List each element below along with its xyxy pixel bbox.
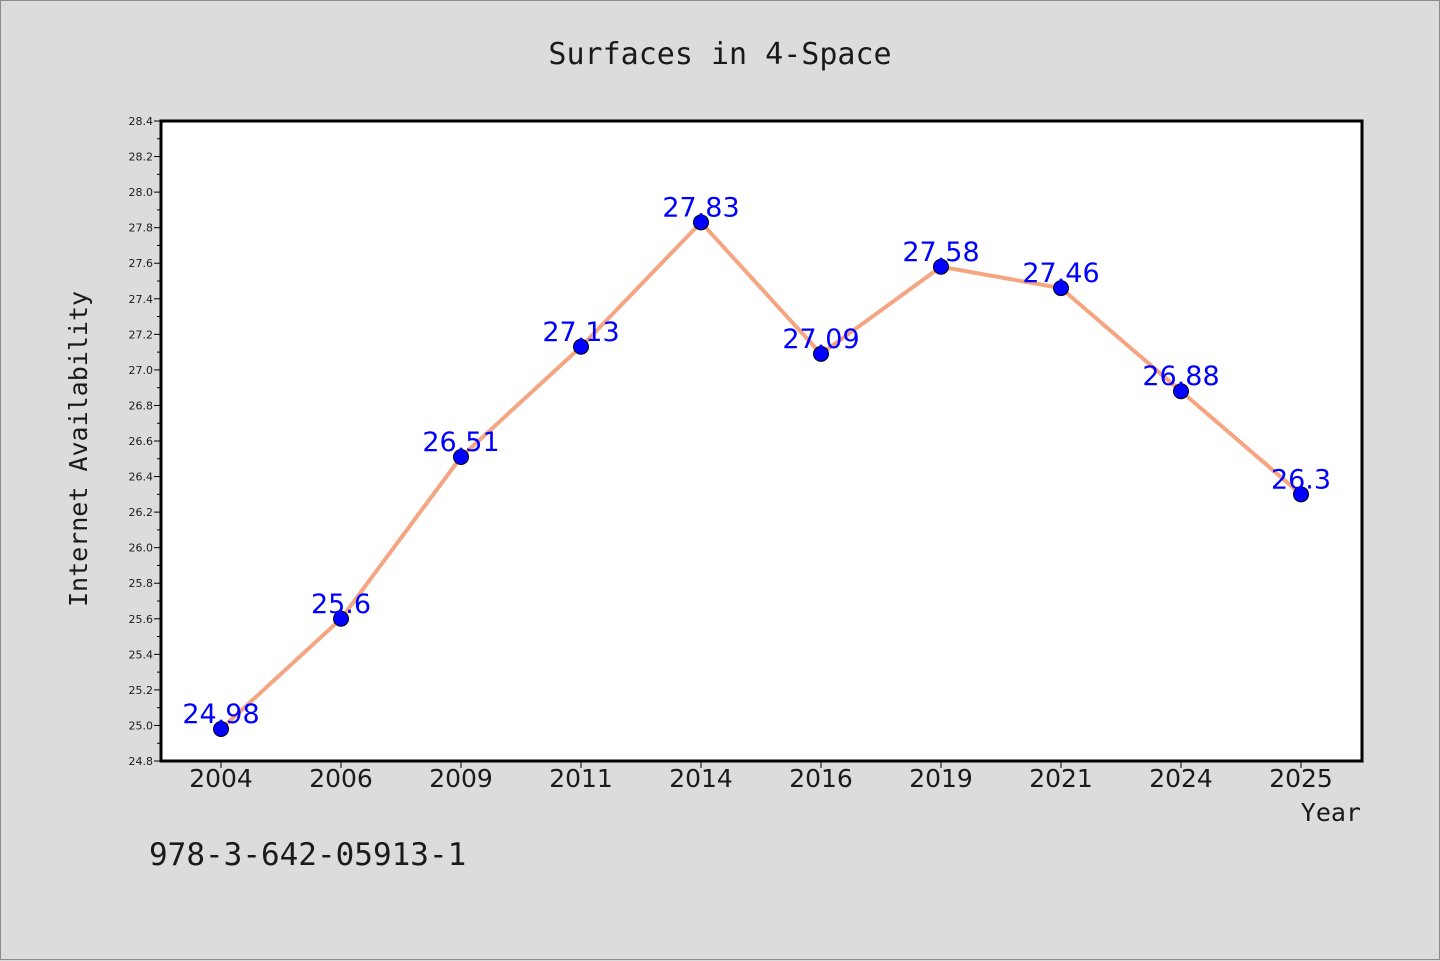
y-tick-label: 26.2 — [129, 506, 154, 519]
x-tick-label: 2004 — [189, 764, 253, 793]
data-label: 27.83 — [662, 192, 739, 223]
data-label: 25.6 — [311, 589, 371, 620]
data-label: 27.13 — [542, 317, 619, 348]
series-line — [219, 220, 1303, 731]
x-tick-label: 2021 — [1029, 764, 1093, 793]
data-label: 26.3 — [1271, 464, 1331, 495]
x-tick-label: 2006 — [309, 764, 373, 793]
footer-isbn: 978-3-642-05913-1 — [149, 837, 466, 873]
series-layer — [213, 214, 1309, 737]
y-axis: 24.8 25.0 25.2 25.4 25.6 25.8 26.0 26.2 26.4 26.6… — [129, 115, 161, 768]
y-tick-label: 27.0 — [129, 364, 154, 377]
y-tick-label: 24.8 — [129, 755, 154, 768]
data-point-marker — [333, 610, 349, 627]
data-point-marker — [813, 345, 829, 362]
data-point-marker — [933, 258, 949, 275]
x-tick-label: 2019 — [909, 764, 973, 793]
y-tick-label: 25.0 — [129, 719, 154, 732]
x-tick-label: 2014 — [669, 764, 733, 793]
x-tick-label: 2025 — [1269, 764, 1333, 793]
data-point-marker — [213, 721, 229, 737]
y-tick-label: 26.8 — [129, 399, 154, 412]
data-point-marker — [573, 338, 589, 355]
y-tick-label: 25.6 — [129, 613, 154, 626]
x-tick-label: 2016 — [789, 764, 853, 793]
data-label: 27.58 — [902, 237, 979, 268]
y-tick-label: 27.8 — [129, 222, 154, 235]
y-tick-label: 28.0 — [129, 186, 154, 199]
y-tick-label: 26.6 — [129, 435, 154, 448]
x-axis-label: Year — [1301, 798, 1361, 827]
data-label: 27.46 — [1022, 258, 1099, 289]
x-tick-label: 2011 — [549, 764, 613, 793]
y-tick-label: 25.4 — [129, 648, 154, 661]
data-label-layer: 24.98 25.6 26.51 27.13 27.83 27.09 27.58 27.46 2… — [182, 192, 1331, 730]
y-tick-label: 27.6 — [129, 257, 154, 270]
y-tick-label: 25.8 — [129, 577, 154, 590]
y-tick-label: 28.4 — [129, 115, 154, 128]
plot-area — [159, 119, 1364, 763]
x-axis: 2004 2006 2009 2011 2014 2016 2019 2021 2024 2025 — [189, 761, 1333, 793]
x-tick-label: 2009 — [429, 764, 493, 793]
data-label: 26.88 — [1142, 361, 1219, 392]
y-axis-label: Internet Availability — [64, 291, 93, 607]
data-point-marker — [693, 214, 709, 231]
data-point-marker — [1293, 486, 1309, 503]
y-tick-label: 27.2 — [129, 328, 154, 341]
y-tick-label: 27.4 — [129, 293, 154, 306]
y-tick-label: 26.4 — [129, 471, 154, 484]
y-tick-label: 28.2 — [129, 151, 154, 164]
data-point-marker — [1173, 383, 1189, 400]
y-tick-label: 25.2 — [129, 684, 154, 697]
data-label: 27.09 — [782, 324, 859, 355]
data-label: 26.51 — [422, 427, 499, 458]
x-tick-label: 2024 — [1149, 764, 1213, 793]
data-point-marker — [1053, 280, 1069, 297]
chart-title: Surfaces in 4-Space — [548, 37, 891, 72]
data-label: 24.98 — [182, 699, 259, 730]
data-point-marker — [453, 449, 469, 465]
y-tick-label: 26.0 — [129, 542, 154, 555]
